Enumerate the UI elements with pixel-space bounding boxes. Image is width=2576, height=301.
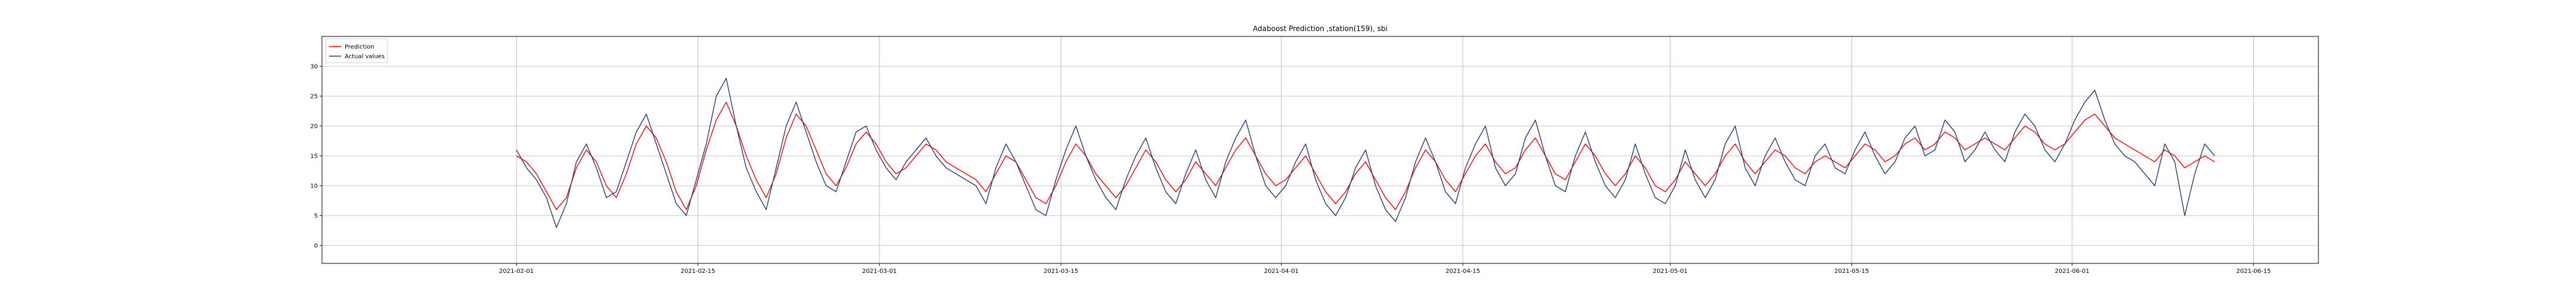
y-axis: 0 5 10 15 20 25 30 bbox=[310, 64, 322, 250]
legend-label: Actual values bbox=[345, 54, 385, 60]
y-tick-label: 10 bbox=[310, 183, 318, 190]
x-tick-label: 2021-02-15 bbox=[680, 268, 715, 275]
x-tick-label: 2021-06-15 bbox=[2236, 268, 2271, 275]
x-tick-label: 2021-03-15 bbox=[1044, 268, 1078, 275]
x-axis: 2021-02-01 2021-02-15 2021-03-01 2021-03-15… bbox=[499, 263, 2271, 275]
x-tick-label: 2021-06-01 bbox=[2055, 268, 2089, 275]
y-tick-label: 30 bbox=[310, 64, 318, 70]
x-tick-label: 2021-04-15 bbox=[1445, 268, 1480, 275]
series-group bbox=[516, 78, 2215, 228]
x-tick-label: 2021-04-01 bbox=[1264, 268, 1299, 275]
x-tick-label: 2021-02-01 bbox=[499, 268, 534, 275]
series-line-actual-values bbox=[516, 78, 2215, 228]
x-tick-label: 2021-03-01 bbox=[862, 268, 897, 275]
y-tick-label: 0 bbox=[314, 243, 318, 250]
y-tick-label: 5 bbox=[314, 213, 318, 220]
x-tick-label: 2021-05-01 bbox=[1653, 268, 1688, 275]
y-tick-label: 20 bbox=[310, 124, 318, 130]
chart-title: Adaboost Prediction ,station(159), sbi bbox=[1253, 24, 1388, 33]
legend: Prediction Actual values bbox=[325, 38, 388, 63]
y-tick-label: 25 bbox=[310, 94, 318, 100]
series-line-prediction bbox=[516, 102, 2215, 210]
grid bbox=[322, 36, 2318, 263]
x-tick-label: 2021-05-15 bbox=[1834, 268, 1869, 275]
y-tick-label: 15 bbox=[310, 153, 318, 160]
legend-box bbox=[325, 38, 388, 63]
plot-area-frame bbox=[321, 36, 2319, 264]
legend-label: Prediction bbox=[345, 44, 374, 51]
